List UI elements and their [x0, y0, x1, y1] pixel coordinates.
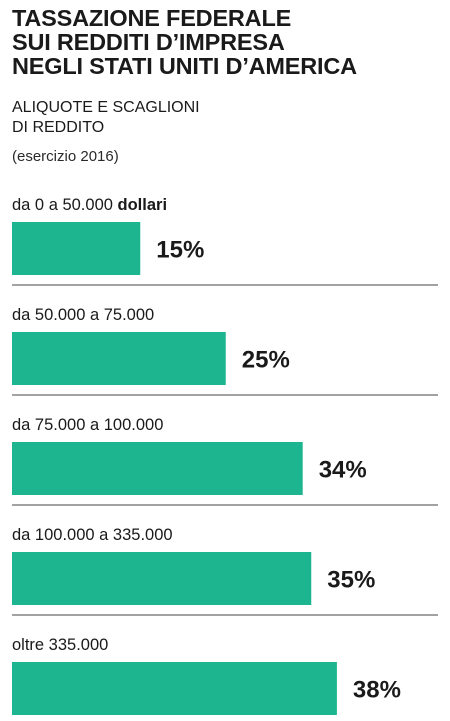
bracket-label-1: da 0 a 50.000 dollari [12, 196, 167, 214]
title-line-2: SUI REDDITI D’IMPRESA [12, 29, 285, 55]
bar-5 [12, 662, 337, 715]
bar-1 [12, 222, 141, 275]
bar-4 [12, 552, 312, 605]
chart-title: TASSAZIONE FEDERALE SUI REDDITI D’IMPRES… [12, 6, 444, 78]
bar-3 [12, 442, 303, 495]
title-line-1: TASSAZIONE FEDERALE [12, 5, 292, 31]
bracket-label-4: da 100.000 a 335.000 [12, 526, 173, 544]
rate-label-5: 38% [353, 677, 401, 704]
bar-2 [12, 332, 226, 385]
subtitle-line-2: DI REDDITO [12, 119, 105, 136]
rate-label-3: 34% [319, 457, 367, 484]
title-line-3: NEGLI STATI UNITI D’AMERICA [12, 53, 357, 79]
subtitle-line-1: ALIQUOTE E SCAGLIONI [12, 99, 200, 116]
bracket-label-1-unit: dollari [118, 196, 168, 214]
bracket-label-3: da 75.000 a 100.000 [12, 416, 163, 434]
chart-subtitle: ALIQUOTE E SCAGLIONI DI REDDITO [12, 98, 200, 138]
bracket-label-5: oltre 335.000 [12, 636, 108, 654]
rate-label-4: 35% [327, 567, 375, 594]
bracket-label-1-range: da 0 a 50.000 [12, 196, 118, 214]
fiscal-year-note: (esercizio 2016) [12, 148, 119, 165]
rate-label-2: 25% [242, 347, 290, 374]
bracket-label-2: da 50.000 a 75.000 [12, 306, 154, 324]
rate-label-1: 15% [156, 237, 204, 264]
